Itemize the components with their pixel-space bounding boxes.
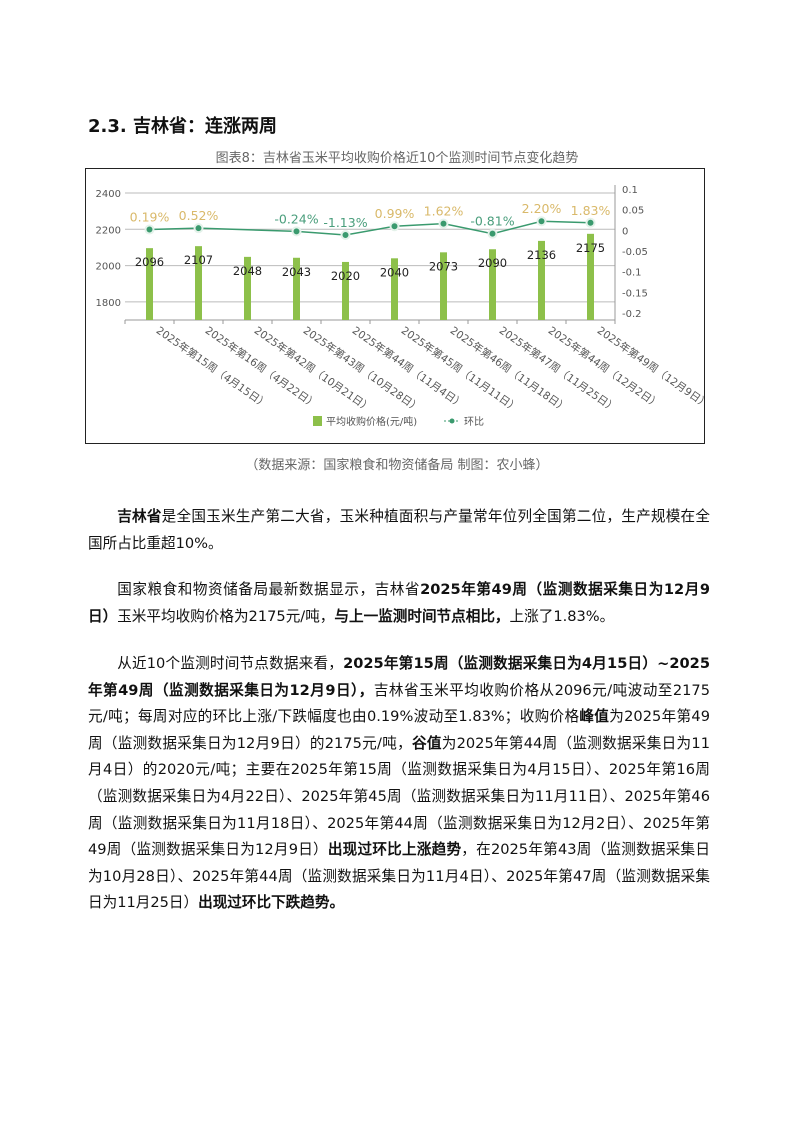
- ratio-label: -1.13%: [323, 215, 367, 230]
- ratio-label: 0.19%: [130, 210, 170, 225]
- text: 从近10个监测时间节点数据来看，: [117, 655, 344, 672]
- legend-bar-label: 平均收购价格(元/吨): [326, 415, 417, 428]
- bold-text: 谷值: [411, 734, 442, 752]
- paragraph-intro: 吉林省是全国玉米生产第二大省，玉米种植面积与产量常年位列全国第二位，生产规模在全…: [88, 504, 710, 557]
- legend-line-label: 环比: [464, 416, 484, 428]
- chart: 1800 2000 2200 2400 0.1 0.05 0 -0.05 -0.1 -0.15 -0…: [96, 185, 712, 428]
- bold-text: 吉林省: [117, 508, 162, 525]
- bold-text: 与上一监测时间节点相比，: [334, 607, 510, 625]
- bar-label: 2048: [233, 264, 262, 278]
- legend-line-marker: [449, 418, 455, 424]
- text: ，在2025年第43周（监测数据采集日为10月28日）、2025年第44周（监测…: [88, 841, 710, 912]
- right-axis-tick: 0: [622, 226, 628, 237]
- bar-label: 2107: [184, 253, 213, 267]
- bar: [195, 246, 202, 320]
- left-axis-tick: 2200: [96, 225, 121, 236]
- chart-source: （数据来源：国家粮食和物资储备局 制图：农小蜂）: [245, 458, 549, 473]
- ratio-marker: [585, 217, 596, 228]
- bar-label: 2136: [527, 248, 556, 262]
- text: 吉林省玉米平均收购价格从2096元/吨波动至2175元/吨；每周对应的环比上涨/…: [88, 681, 710, 726]
- bold-text: 2025年第15周（监测数据采集日为4月15日）~2025年第49周（监测数据采…: [88, 655, 710, 699]
- text: 为2025年第49周（监测数据采集日为12月9日）的2175元/吨，: [88, 708, 710, 752]
- ratio-label: 1.62%: [424, 204, 464, 219]
- bar: [342, 261, 349, 320]
- ratio-line: [149, 220, 591, 236]
- bar-label: 2020: [331, 269, 360, 283]
- ratio-marker: [340, 230, 351, 241]
- bold-text: 出现过环比上涨趋势: [327, 841, 462, 859]
- left-axis-tick: 2400: [96, 189, 121, 200]
- ratio-label: 1.83%: [571, 203, 611, 218]
- chart-title: 图表8：吉林省玉米平均收购价格近10个监测时间节点变化趋势: [215, 151, 579, 166]
- text: 为2025年第44周（监测数据采集日为11月4日）的2020元/吨；主要在202…: [88, 734, 710, 859]
- text: 国家粮食和物资储备局最新数据显示，吉林省: [117, 581, 421, 598]
- ratio-marker: [389, 221, 400, 232]
- ratio-marker: [536, 216, 547, 227]
- bold-text: 出现过环比下跌趋势。: [198, 894, 345, 912]
- bar-label: 2090: [478, 256, 507, 270]
- bar: [293, 257, 300, 320]
- ratio-marker: [291, 226, 302, 237]
- chart-frame: [85, 168, 705, 444]
- text: 是全国玉米生产第二大省，玉米种植面积与产量常年位列全国第二位，生产规模在全国所占…: [88, 508, 710, 552]
- right-axis-tick: -0.2: [622, 309, 642, 320]
- ratio-marker: [438, 218, 449, 229]
- bar: [440, 252, 447, 320]
- ratio-label: 0.52%: [179, 208, 219, 223]
- bold-text: 峰值: [579, 708, 610, 726]
- bar-label: 2040: [380, 265, 409, 279]
- left-axis-tick: 1800: [96, 298, 121, 309]
- legend-bar-swatch: [313, 416, 322, 426]
- right-axis-tick: -0.1: [622, 268, 642, 279]
- bar: [538, 240, 545, 320]
- text: 玉米平均收购价格为2175元/吨，: [117, 607, 335, 625]
- bar-label: 2175: [576, 241, 605, 255]
- bar-label: 2096: [135, 255, 164, 269]
- section-heading: 2.3. 吉林省：连涨两周: [88, 116, 277, 137]
- ratio-marker: [487, 228, 498, 239]
- bar: [587, 233, 594, 320]
- ratio-marker: [144, 224, 155, 235]
- bar-label: 2043: [282, 265, 311, 279]
- right-axis-tick: -0.15: [622, 288, 648, 299]
- right-axis-tick: 0.1: [622, 185, 638, 196]
- ratio-label: -0.81%: [470, 214, 514, 229]
- ratio-marker: [193, 223, 204, 234]
- ratio-label: -0.24%: [274, 211, 318, 226]
- bar: [146, 248, 153, 320]
- paragraph-latest: 国家粮食和物资储备局最新数据显示，吉林省2025年第49周（监测数据采集日为12…: [88, 577, 710, 630]
- text: 上涨了1.83%。: [509, 607, 615, 625]
- right-axis-tick: 0.05: [622, 206, 644, 217]
- bar: [489, 249, 496, 320]
- ratio-label: 2.20%: [522, 201, 562, 216]
- left-axis-tick: 2000: [96, 262, 121, 273]
- bar-label: 2073: [429, 259, 458, 273]
- bar: [391, 258, 398, 320]
- right-axis-tick: -0.05: [622, 247, 648, 258]
- bold-text: 2025年第49周（监测数据采集日为12月9日）: [88, 581, 710, 625]
- paragraph-trend: 从近10个监测时间节点数据来看，2025年第15周（监测数据采集日为4月15日）…: [88, 651, 710, 917]
- ratio-label: 0.99%: [375, 206, 415, 221]
- bar: [244, 256, 251, 320]
